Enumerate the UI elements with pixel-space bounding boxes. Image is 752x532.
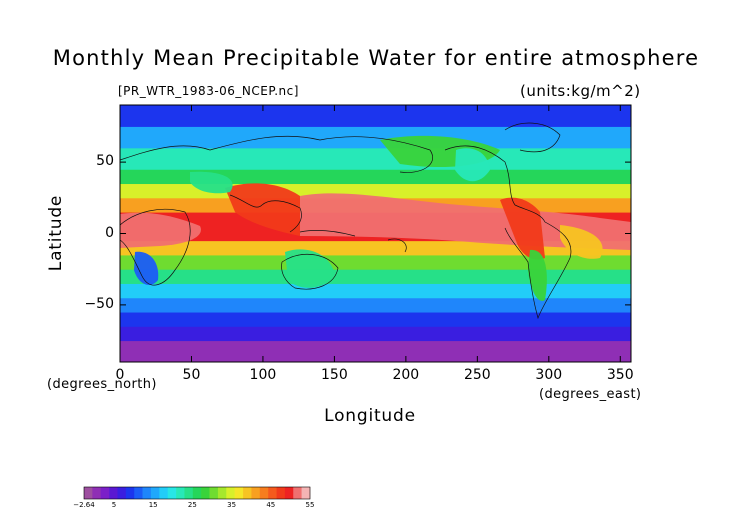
colorbar-swatch	[167, 487, 177, 499]
lat-band-3	[120, 297, 631, 313]
coastline-3	[281, 253, 339, 290]
field-region-0	[300, 193, 631, 250]
coastline-2	[229, 194, 302, 233]
colorbar-swatch	[268, 487, 277, 499]
x-tick-label: 100	[249, 367, 277, 383]
colorbar-label: 15	[148, 501, 158, 509]
x-axis-label: Longitude	[324, 406, 416, 426]
y-axis-label: Latitude	[46, 194, 66, 272]
colorbar-swatch	[284, 487, 294, 499]
field-region-1	[120, 212, 201, 248]
units-label: (units:kg/m^2)	[520, 82, 641, 100]
y-axis-units: (degrees_north)	[47, 377, 157, 392]
coastline-1	[120, 135, 433, 173]
y-tick-label: 50	[96, 153, 114, 170]
field-region-8	[455, 148, 490, 182]
x-tick-label: 150	[321, 367, 348, 383]
field-region-4	[134, 251, 159, 285]
colorbar-swatch	[192, 487, 202, 499]
colorbar-swatch	[293, 487, 302, 499]
lat-band-5	[120, 269, 631, 284]
lat-band-12	[120, 147, 631, 170]
colorbar-swatch	[150, 487, 160, 499]
coastline-4	[444, 145, 572, 320]
coastline-7	[299, 230, 356, 237]
colorbar-label: 25	[187, 501, 197, 509]
x-tick-label: 50	[182, 367, 201, 383]
lat-band-1	[120, 326, 631, 342]
lat-band-4	[120, 283, 631, 299]
lat-band-11	[120, 169, 631, 185]
colorbar-swatch	[125, 487, 135, 499]
colorbar-swatch	[201, 487, 210, 499]
tick-marks	[119, 105, 631, 362]
colorbar-label: 55	[305, 501, 315, 509]
lat-band-7	[120, 240, 631, 256]
colorbar	[83, 486, 311, 500]
colorbar-swatch	[259, 487, 269, 499]
file-label: [PR_WTR_1983-06_NCEP.nc]	[118, 84, 299, 98]
colorbar-swatch	[176, 487, 185, 499]
colorbar-swatch	[251, 487, 261, 499]
field-region-6	[190, 171, 233, 194]
x-axis-units: (degrees_east)	[539, 387, 642, 402]
colorbar-label: 45	[266, 501, 276, 509]
colorbar-swatch	[100, 487, 110, 499]
coastline-layer	[120, 122, 572, 320]
colorbar-swatch	[226, 487, 235, 499]
y-tick-label: −50	[84, 295, 114, 312]
colorbar-swatch	[142, 487, 152, 499]
x-tick-label: 200	[392, 367, 420, 383]
colorbar-swatch	[109, 487, 118, 499]
colorbar-swatch	[243, 487, 252, 499]
field-region-3	[500, 197, 545, 260]
colorbar-swatch	[184, 487, 194, 499]
colorbar-swatch	[117, 487, 127, 499]
colorbar-swatch	[134, 487, 143, 499]
colorbar-label: −2.64	[73, 501, 95, 509]
lat-band-13	[120, 126, 631, 149]
colorbar-label: 35	[227, 501, 237, 509]
colorbar-swatch	[92, 487, 102, 499]
x-tick-label: 250	[463, 367, 491, 383]
colorbar-swatch	[301, 487, 311, 499]
lat-band-14	[120, 105, 631, 127]
coastline-6	[387, 238, 407, 253]
map-title: Monthly Mean Precipitable Water for enti…	[52, 46, 700, 70]
x-tick-label: 0	[115, 367, 125, 383]
colorbar-label: 5	[111, 501, 117, 509]
colorbar-swatch	[159, 487, 169, 499]
lat-band-2	[120, 312, 631, 327]
x-tick-label: 350	[606, 367, 634, 383]
field-region-2	[225, 183, 300, 236]
coastline-0	[120, 208, 191, 286]
x-tick-label: 300	[535, 367, 563, 383]
colorbar-swatch	[217, 487, 227, 499]
colorbar-swatch	[234, 487, 244, 499]
colorbar-swatch	[276, 487, 286, 499]
lat-band-0	[120, 340, 631, 362]
field-region-9	[528, 249, 547, 301]
colorbar-swatch	[84, 487, 93, 499]
coastline-5	[504, 122, 561, 153]
lat-band-6	[120, 254, 631, 270]
field-region-5	[285, 249, 335, 288]
colorbar-frame	[83, 486, 311, 500]
field-layer	[120, 105, 631, 362]
colorbar-swatch	[209, 487, 219, 499]
y-tick-label: 0	[105, 224, 114, 241]
